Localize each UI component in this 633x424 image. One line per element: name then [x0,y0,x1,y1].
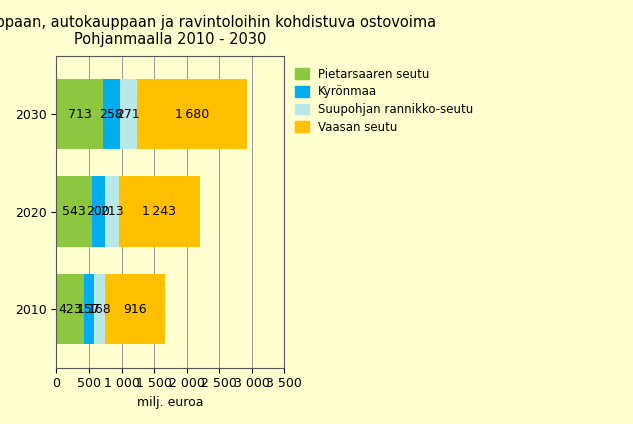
Text: 543: 543 [62,205,86,218]
Text: 713: 713 [68,108,92,120]
Text: 271: 271 [116,108,141,120]
Text: 1 243: 1 243 [142,205,176,218]
Bar [56,176,92,247]
Bar [120,79,137,149]
Text: 213: 213 [100,205,123,218]
Text: 157: 157 [77,303,101,316]
Bar [118,176,199,247]
Bar [105,274,165,344]
Bar [137,79,247,149]
Bar [56,274,84,344]
Text: 916: 916 [123,303,147,316]
Bar [92,176,105,247]
Text: 168: 168 [88,303,111,316]
Title: Vähittäiskauppaan, autokauppaan ja ravintoloihin kohdistuva ostovoima
Pohjanmaal: Vähittäiskauppaan, autokauppaan ja ravin… [0,15,436,47]
Text: 258: 258 [99,108,123,120]
Bar [56,79,103,149]
Bar [103,79,120,149]
Bar [84,274,94,344]
Text: 200: 200 [86,205,110,218]
Legend: Pietarsaaren seutu, Kyrönmaa, Suupohjan rannikko-seutu, Vaasan seutu: Pietarsaaren seutu, Kyrönmaa, Suupohjan … [294,68,473,134]
Text: 1 680: 1 680 [175,108,209,120]
Bar [105,176,118,247]
Text: 423: 423 [58,303,82,316]
X-axis label: milj. euroa: milj. euroa [137,396,204,409]
Bar [94,274,105,344]
